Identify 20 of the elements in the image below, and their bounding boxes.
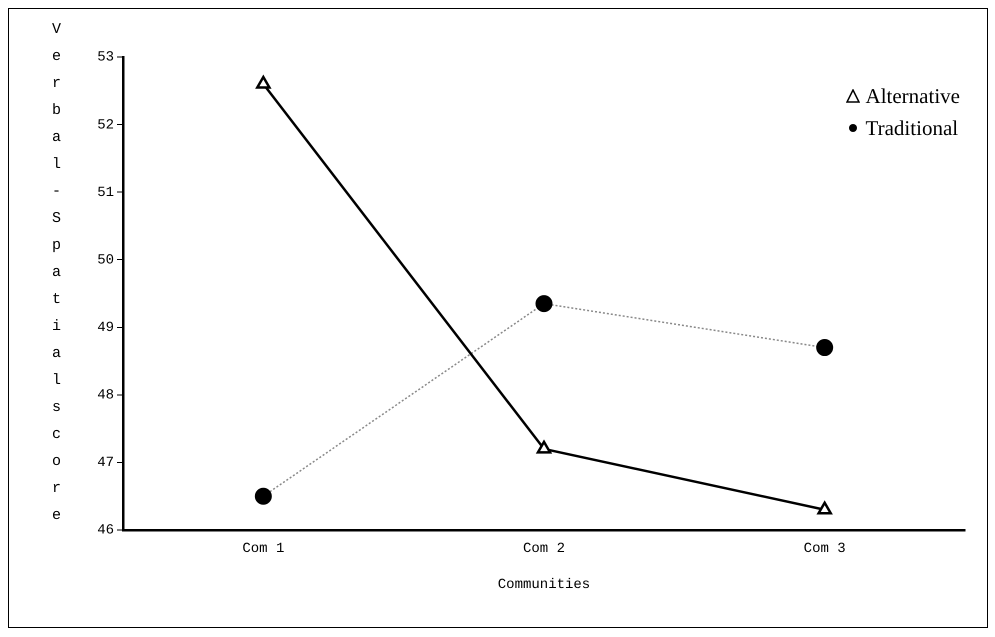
legend-label: Traditional (866, 116, 958, 140)
y-tick-label: 48 (97, 388, 114, 404)
x-axis-title: Communities (496, 577, 592, 593)
point (816, 339, 834, 356)
x-tick-label: Com 2 (522, 541, 566, 558)
point (536, 295, 552, 312)
y-tick-label: 46 (97, 522, 114, 539)
y-tick-label: 52 (97, 117, 114, 134)
point (254, 488, 272, 505)
text: Verbal-Spatial score (52, 21, 62, 524)
legend-label: Alternative (866, 84, 960, 108)
point (536, 440, 552, 454)
y-tick-label: 49 (97, 320, 114, 336)
x-tick-label: Com 1 (242, 541, 284, 558)
y-tick-label: 51 (97, 184, 114, 201)
point (256, 76, 271, 89)
y-tick-label: 47 (97, 455, 114, 472)
y-tick-label: 50 (97, 252, 114, 268)
x-tick-label: Com 3 (804, 541, 846, 558)
y-tick-label: 53 (97, 50, 114, 66)
